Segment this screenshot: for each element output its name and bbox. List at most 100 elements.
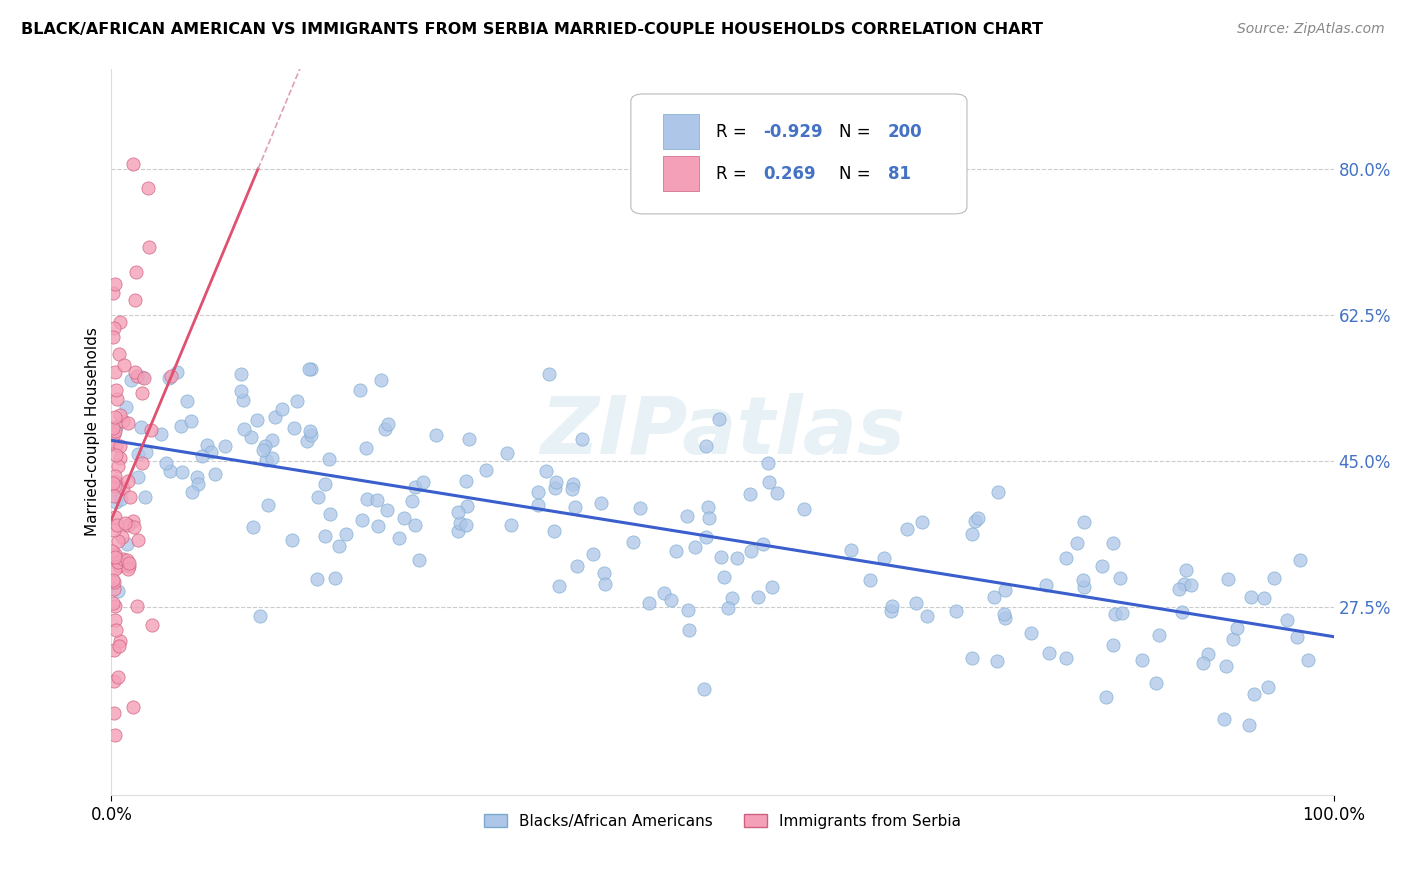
Point	[132, 371, 155, 385]
Point	[1104, 607, 1126, 621]
Point	[676, 509, 699, 524]
Point	[960, 527, 983, 541]
Point	[449, 516, 471, 531]
Point	[756, 456, 779, 470]
Point	[104, 509, 127, 524]
Point	[214, 439, 236, 453]
Point	[104, 479, 127, 493]
Point	[1168, 582, 1191, 596]
Point	[1066, 536, 1088, 550]
Point	[592, 566, 614, 581]
Point	[710, 549, 733, 564]
Point	[1215, 658, 1237, 673]
Text: Source: ZipAtlas.com: Source: ZipAtlas.com	[1237, 22, 1385, 37]
Point	[793, 502, 815, 516]
Point	[103, 706, 125, 721]
Point	[108, 347, 131, 361]
Point	[761, 580, 783, 594]
Point	[117, 517, 139, 532]
Point	[101, 573, 124, 587]
Point	[408, 553, 430, 567]
Point	[447, 504, 470, 518]
Point	[253, 439, 276, 453]
Point	[117, 416, 139, 430]
Point	[1237, 717, 1260, 731]
Point	[103, 574, 125, 589]
Point	[1071, 573, 1094, 587]
Point	[239, 430, 262, 444]
Point	[683, 540, 706, 554]
Point	[582, 547, 605, 561]
Point	[314, 529, 336, 543]
Point	[283, 421, 305, 435]
Point	[134, 490, 156, 504]
Point	[1035, 578, 1057, 592]
Point	[880, 604, 903, 618]
Point	[107, 458, 129, 473]
Point	[104, 420, 127, 434]
Point	[281, 533, 304, 547]
Point	[160, 369, 183, 384]
Point	[107, 584, 129, 599]
Point	[740, 543, 762, 558]
Point	[454, 475, 477, 489]
Point	[1073, 580, 1095, 594]
Point	[104, 613, 127, 627]
Point	[115, 537, 138, 551]
Point	[135, 445, 157, 459]
Point	[546, 475, 568, 490]
Point	[1095, 690, 1118, 704]
Point	[105, 494, 128, 508]
Point	[118, 556, 141, 570]
Point	[103, 321, 125, 335]
Point	[111, 414, 134, 428]
Point	[1091, 558, 1114, 573]
Point	[249, 609, 271, 624]
Point	[104, 561, 127, 575]
Point	[721, 591, 744, 605]
Point	[186, 470, 208, 484]
Point	[131, 456, 153, 470]
Point	[401, 494, 423, 508]
Point	[101, 421, 124, 435]
Point	[404, 518, 426, 533]
Point	[117, 553, 139, 567]
Point	[354, 441, 377, 455]
Point	[983, 591, 1005, 605]
Point	[1192, 657, 1215, 671]
Point	[404, 480, 426, 494]
Point	[104, 383, 127, 397]
Point	[945, 604, 967, 618]
Point	[159, 464, 181, 478]
Point	[1222, 632, 1244, 646]
Point	[103, 523, 125, 537]
Point	[994, 582, 1017, 597]
Point	[499, 518, 522, 533]
Point	[105, 392, 128, 406]
Point	[544, 481, 567, 495]
Point	[101, 434, 124, 449]
Point	[1109, 571, 1132, 585]
Point	[112, 552, 135, 566]
Point	[349, 383, 371, 397]
Point	[187, 476, 209, 491]
Point	[328, 540, 350, 554]
Point	[242, 520, 264, 534]
Point	[896, 522, 918, 536]
Point	[1102, 536, 1125, 550]
Point	[141, 423, 163, 437]
Point	[170, 465, 193, 479]
Point	[127, 447, 149, 461]
Point	[412, 475, 434, 490]
Point	[118, 490, 141, 504]
Point	[839, 542, 862, 557]
Point	[717, 600, 740, 615]
Point	[100, 544, 122, 558]
Text: N =: N =	[838, 123, 876, 141]
Point	[1102, 638, 1125, 652]
Point	[561, 482, 583, 496]
Point	[127, 470, 149, 484]
Point	[475, 462, 498, 476]
Point	[110, 315, 132, 329]
Point	[200, 445, 222, 459]
